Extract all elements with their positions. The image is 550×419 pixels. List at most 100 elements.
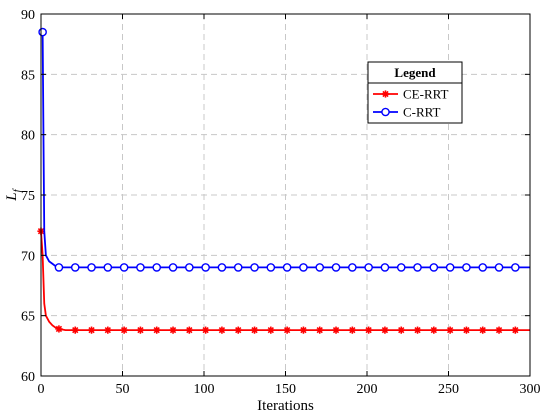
c-rrt-data-point [478,263,488,272]
ce-rrt-data-point [185,326,193,334]
c-rrt-data-point [299,263,308,272]
y-axis-label: Lf [4,187,23,201]
y-tick-label: 70 [21,249,35,264]
c-rrt-data-point [250,263,259,272]
c-rrt-data-point [282,263,292,272]
c-rrt-data-point [87,263,96,272]
ce-rrt-data-point [104,326,112,334]
y-tick-label: 60 [21,370,35,385]
legend-item-c-rrt: C-RRT [373,105,441,120]
marker-stroke [300,326,307,334]
c-rrt-data-point [201,263,210,272]
marker-stroke [267,326,274,334]
legend-label: CE-RRT [403,87,449,102]
legend-swatch-marker [381,107,390,117]
marker-stroke [463,326,470,334]
ce-rrt-data-point [446,326,454,334]
ce-rrt-data-point [430,326,438,334]
c-rrt-data-point [315,263,325,272]
marker-stroke [186,326,193,334]
marker-stroke [446,326,454,334]
c-rrt-data-point [348,263,357,272]
x-tick-label: 50 [116,382,130,397]
marker-stroke [218,326,226,334]
c-rrt-data-point [233,263,243,272]
c-rrt-data-point [136,263,145,272]
x-tick-label: 200 [357,382,378,397]
ce-rrt-data-point [348,326,356,334]
marker-stroke [153,326,160,334]
ce-rrt-data-point [71,326,79,334]
marker-stroke [430,326,437,334]
marker-stroke [414,326,421,334]
y-tick-label: 80 [21,129,35,144]
ce-rrt-data-point [218,326,226,334]
c-rrt-data-point [168,263,178,272]
ce-rrt-data-point [397,326,405,334]
legend-title: Legend [394,65,436,80]
y-tick-label: 65 [21,310,35,325]
y-axis-label-subscript: f [11,187,23,192]
c-rrt-data-point [462,263,471,272]
y-tick-label: 75 [21,189,35,204]
marker-stroke [88,326,95,334]
ce-rrt-data-point [462,326,471,334]
marker-stroke [235,326,242,334]
x-axis-label: Iterations [257,398,314,414]
y-tick-label: 90 [21,8,35,23]
c-rrt-data-point [266,263,276,272]
y-axis-label-main: L [4,192,20,201]
legend-label: C-RRT [403,105,441,120]
c-rrt-data-point [331,263,341,272]
marker-stroke [381,326,389,334]
c-rrt-data-point [429,263,439,272]
marker-stroke [104,326,111,334]
c-rrt-data-point [364,263,373,272]
marker-stroke [169,326,177,334]
marker-stroke [349,326,356,334]
c-rrt-data-point [511,263,520,272]
ce-rrt-data-point [332,326,340,334]
c-rrt-data-point [185,263,194,272]
marker-stroke [398,326,405,334]
ce-rrt-data-point [495,326,503,334]
x-tick-label: 100 [194,382,215,397]
c-rrt-data-point [380,263,390,272]
legend-swatch-marker [381,90,390,98]
c-rrt-data-point [152,263,162,272]
marker-stroke [202,326,209,334]
marker-stroke [512,326,519,334]
marker-stroke [120,326,128,334]
c-rrt-data-point [413,263,422,272]
ce-rrt-data-point [365,326,373,334]
x-tick-label: 150 [275,382,296,397]
marker-stroke [382,90,389,98]
marker-stroke [55,325,63,333]
series-layer [37,27,530,334]
ce-rrt-data-point [120,326,128,334]
c-rrt-data-point [396,263,406,272]
marker-stroke [316,326,323,334]
y-tick-label: 85 [21,68,35,83]
ce-rrt-data-point [202,326,210,334]
c-rrt-data-point [54,263,64,272]
ce-rrt-data-point [511,326,519,334]
marker-stroke [479,326,486,334]
ce-rrt-data-point [283,326,291,334]
marker-stroke [137,326,144,334]
x-tick-label: 250 [438,382,459,397]
marker-stroke [283,326,291,334]
marker-stroke [251,326,258,334]
marker-stroke [332,326,340,334]
axis-ticks: 0 50 100 150 200 250 300 60 65 70 75 80 85 90 [21,8,541,397]
ce-rrt-data-point [55,325,63,333]
ce-rrt-data-point [87,326,96,334]
ce-rrt-data-point [381,326,389,334]
c-rrt-data-point [38,27,47,37]
marker-stroke [72,326,79,334]
x-tick-label: 300 [520,382,541,397]
c-rrt-data-point [70,263,80,272]
ce-rrt-data-point [250,326,259,334]
marker-stroke [365,326,372,334]
